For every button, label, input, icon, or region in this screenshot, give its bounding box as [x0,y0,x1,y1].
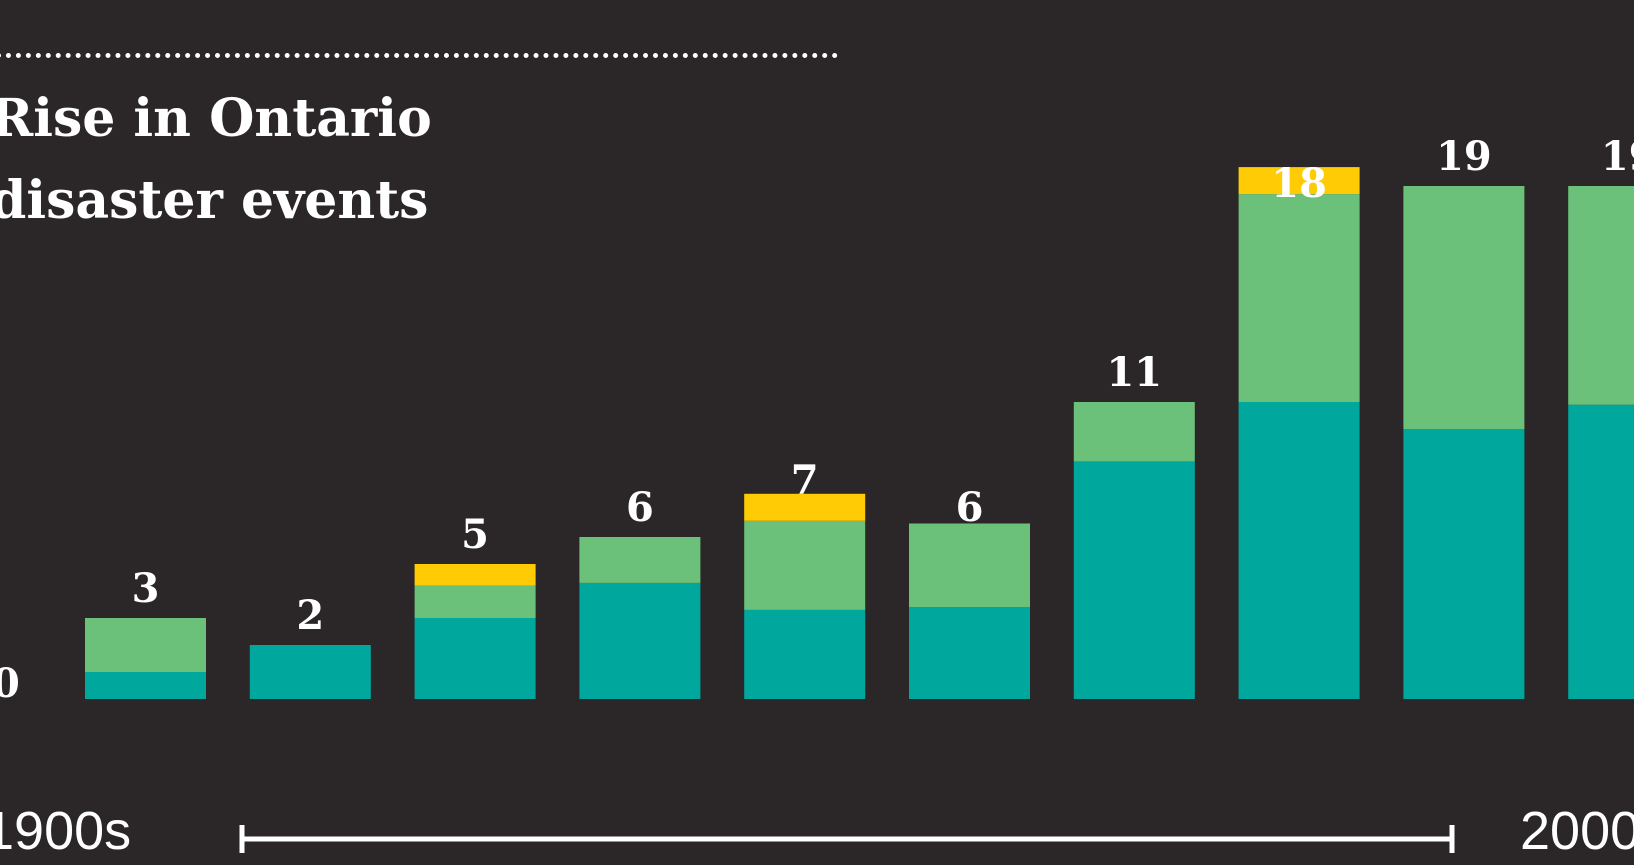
bar-2-segment-bottom [249,645,371,699]
bar-3-segment-top [414,564,536,586]
bar-8-segment-bottom [1238,402,1360,699]
bar-8-segment-middle [1238,194,1360,402]
bar-8-total-label: 18 [1271,160,1327,207]
bar-4-segment-middle [579,537,701,583]
bar-6-total-label: 6 [956,484,984,531]
bar-3-segment-bottom [414,618,536,699]
bar-7-segment-bottom [1073,461,1195,699]
bar-5-segment-bottom [744,609,866,699]
bar-4-segment-bottom [579,582,701,699]
bar-4-total-label: 6 [626,484,654,531]
chart-title: Rise in Ontario disaster events [0,78,432,242]
bar-3-segment-middle [414,585,536,618]
bar-10-segment-middle [1568,186,1634,405]
bar-6-segment-middle [909,523,1030,608]
bar-1-segment-middle [85,618,206,672]
bar-1-total-label: 3 [132,565,160,612]
bar-9-total-label: 19 [1436,133,1492,180]
bar-7-segment-middle [1073,402,1195,462]
y-axis-zero-label: 0 [0,660,20,707]
bar-7-total-label: 11 [1106,349,1162,396]
bar-group [85,167,1634,699]
chart-title-line-2: disaster events [0,170,429,231]
chart-title-line-1: Rise in Ontario [0,88,432,149]
timeline-ruler [239,825,1455,853]
bar-9-segment-middle [1403,186,1525,429]
bar-2-total-label: 2 [296,592,324,639]
bar-10-total-label: 19 [1601,133,1634,180]
bar-10-segment-bottom [1568,404,1634,699]
bar-8-segment-top [1238,167,1360,195]
dotted-divider [0,53,838,58]
bar-5-segment-top [744,493,866,521]
bar-5-segment-middle [744,520,866,610]
bar-9-segment-bottom [1403,429,1525,699]
bar-6-segment-bottom [909,607,1030,699]
bar-3-total-label: 5 [461,511,489,558]
bar-1-segment-bottom [85,672,206,699]
end-decade-label: 2000s [1520,801,1634,861]
value-label-group: 3 2 5 6 7 6 11 18 19 19 [132,133,1634,639]
bar-5-total-label: 7 [791,457,819,504]
